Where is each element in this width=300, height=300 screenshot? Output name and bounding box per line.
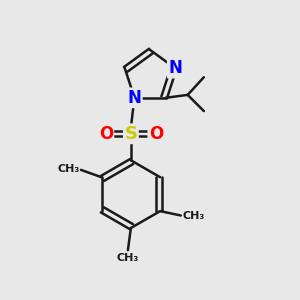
Text: CH₃: CH₃ [182, 211, 205, 220]
Text: CH₃: CH₃ [57, 164, 80, 174]
Text: O: O [149, 125, 163, 143]
Text: N: N [168, 59, 182, 77]
Text: CH₃: CH₃ [117, 253, 139, 263]
Text: O: O [99, 125, 113, 143]
Text: S: S [124, 125, 137, 143]
Text: N: N [128, 89, 141, 107]
